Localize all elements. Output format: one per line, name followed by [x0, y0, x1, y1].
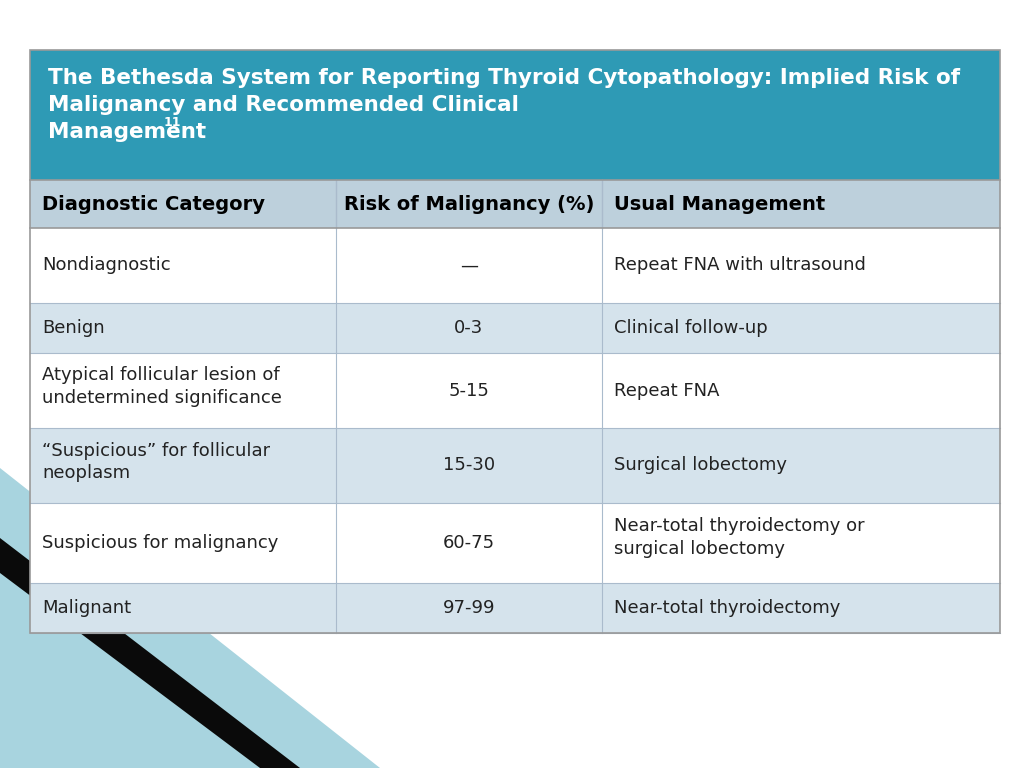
Text: 5-15: 5-15 — [449, 382, 489, 399]
Text: 11: 11 — [164, 116, 181, 129]
Polygon shape — [0, 548, 300, 768]
Text: 0-3: 0-3 — [455, 319, 483, 337]
Polygon shape — [0, 468, 380, 768]
Text: Repeat FNA: Repeat FNA — [614, 382, 720, 399]
Text: Usual Management: Usual Management — [614, 194, 825, 214]
Text: Nondiagnostic: Nondiagnostic — [42, 257, 171, 274]
Text: 15-30: 15-30 — [442, 456, 495, 475]
Polygon shape — [0, 538, 300, 768]
Bar — [30, 50, 1000, 633]
Bar — [30, 353, 1000, 428]
Text: Suspicious for malignancy: Suspicious for malignancy — [42, 534, 279, 552]
Text: “Suspicious” for follicular
neoplasm: “Suspicious” for follicular neoplasm — [42, 442, 270, 482]
Text: Near-total thyroidectomy or
surgical lobectomy: Near-total thyroidectomy or surgical lob… — [614, 518, 865, 558]
Text: Near-total thyroidectomy: Near-total thyroidectomy — [614, 599, 841, 617]
Bar — [30, 180, 1000, 228]
Text: Diagnostic Category: Diagnostic Category — [42, 194, 265, 214]
Text: Benign: Benign — [42, 319, 104, 337]
Bar — [30, 583, 1000, 633]
Text: Repeat FNA with ultrasound: Repeat FNA with ultrasound — [614, 257, 866, 274]
Text: Atypical follicular lesion of
undetermined significance: Atypical follicular lesion of undetermin… — [42, 366, 282, 407]
Text: —: — — [460, 257, 478, 274]
Text: Surgical lobectomy: Surgical lobectomy — [614, 456, 787, 475]
Bar — [30, 303, 1000, 353]
Bar — [30, 228, 1000, 303]
Text: 60-75: 60-75 — [442, 534, 495, 552]
Bar — [30, 428, 1000, 503]
Text: Risk of Malignancy (%): Risk of Malignancy (%) — [344, 194, 594, 214]
Bar — [30, 503, 1000, 583]
Text: The Bethesda System for Reporting Thyroid Cytopathology: Implied Risk of
Maligna: The Bethesda System for Reporting Thyroi… — [48, 68, 961, 142]
Text: Malignant: Malignant — [42, 599, 131, 617]
Text: Clinical follow-up: Clinical follow-up — [614, 319, 768, 337]
Text: 97-99: 97-99 — [442, 599, 496, 617]
Bar — [30, 50, 1000, 180]
